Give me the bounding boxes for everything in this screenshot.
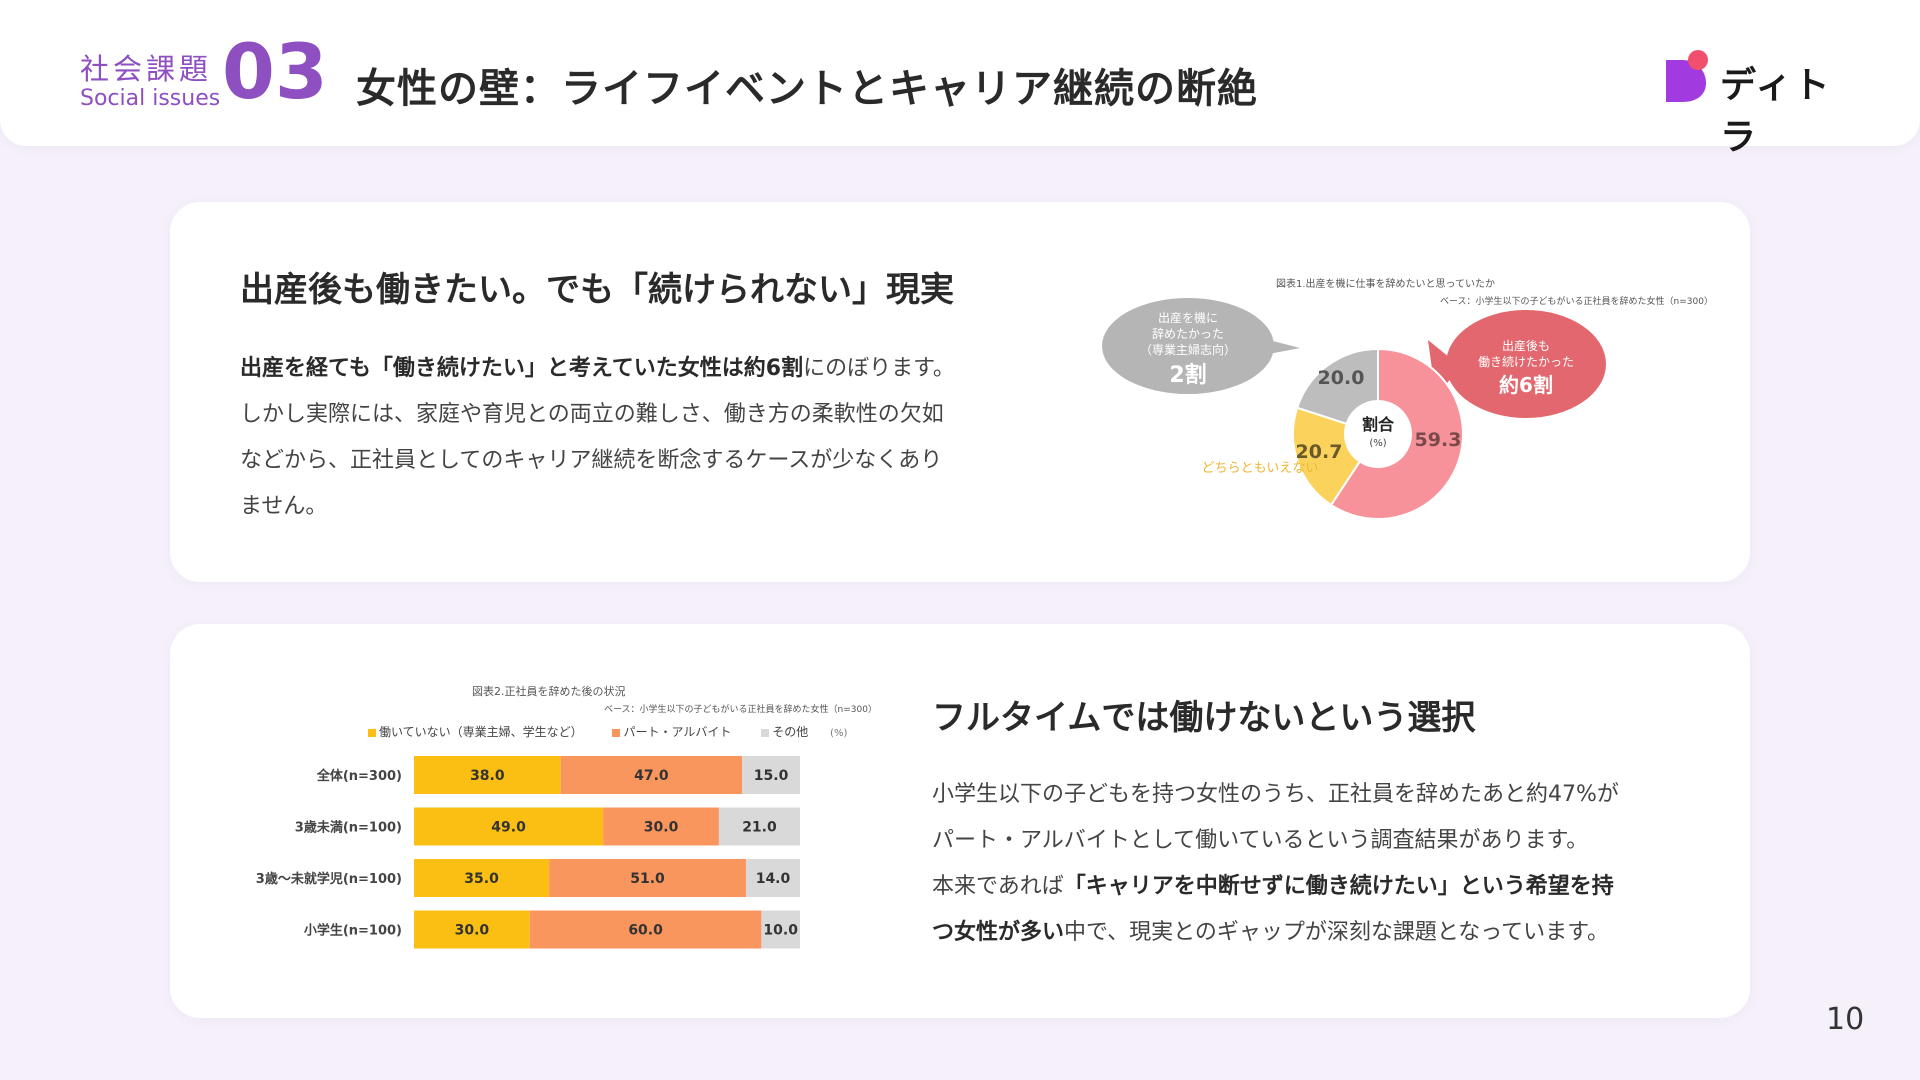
- bar-value-label: 35.0: [464, 871, 499, 887]
- card1-heading: 出産後も働きたい。でも「続けられない」現実: [240, 270, 954, 310]
- section-label-jp: 社会課題: [80, 52, 213, 86]
- card1-para-bold: 出産を経ても「働き続けたい」と考えていた女性は約6割: [240, 356, 804, 381]
- bar-value-label: 21.0: [742, 820, 777, 836]
- chart2-title: 図表2.正社員を辞めた後の状況: [472, 685, 626, 698]
- donut-value-label-1: 59.3: [1415, 429, 1462, 451]
- legend-item-other: その他: [761, 725, 808, 739]
- left-bubble-big: 2割: [1169, 362, 1206, 388]
- donut-center-label: 割合: [1362, 415, 1395, 434]
- left-bubble: 出産を機に 辞めたかった （専業主婦志向） 2割: [1102, 298, 1300, 394]
- legend-swatch-part-time: [612, 728, 621, 737]
- card2-para-line2: パート・アルバイトとして働いているという調査結果があります。: [932, 828, 1589, 853]
- donut-chart: 出産を機に 辞めたかった （専業主婦志向） 2割 出産後も 働き続けたかった 約…: [1102, 298, 1606, 520]
- neutral-label: どちらともいえない: [1202, 461, 1319, 476]
- card2-para-line3-bold: 「キャリアを中断せずに働き続けたい」という希望を持: [1063, 874, 1614, 899]
- left-bubble-line-2: 辞めたかった: [1152, 326, 1224, 341]
- bar-segment: [560, 756, 743, 794]
- card2-para-line3-pre: 本来であれば: [932, 874, 1064, 899]
- bar-segment: [414, 859, 550, 897]
- left-bubble-line-3: （専業主婦志向）: [1140, 342, 1236, 357]
- page-header: 社会課題 Social issues 03 女性の壁：ライフイベントとキャリア継…: [0, 0, 1920, 158]
- chart1-title: 図表1.出産を機に仕事を辞めたいと思っていたか: [1276, 279, 1496, 290]
- bar-value-label: 30.0: [644, 820, 679, 836]
- card1-paragraph: 出産を経ても「働き続けたい」と考えていた女性は約6割にのぼります。 しかし実際に…: [240, 346, 1040, 530]
- bar-value-label: 30.0: [455, 923, 490, 939]
- card2-paragraph: 小学生以下の子どもを持つ女性のうち、正社員を辞めたあと約47%が パート・アルバ…: [932, 772, 1712, 956]
- bar-value-label: 10.0: [763, 923, 798, 939]
- bar-category-label: 全体(n=300): [316, 768, 402, 784]
- donut-hole: [1345, 401, 1411, 467]
- donut-value-label-3: 20.0: [1318, 367, 1365, 389]
- card2-para-line1: 小学生以下の子どもを持つ女性のうち、正社員を辞めたあと約47%が: [932, 782, 1619, 807]
- bar-value-label: 47.0: [634, 768, 669, 784]
- right-bubble-line-1: 出産後も: [1502, 338, 1550, 353]
- bar-segment: [603, 807, 719, 846]
- bar-segment: [549, 859, 746, 897]
- legend-label-other: その他: [772, 725, 809, 739]
- card1-para-rest: にのぼります。: [803, 356, 955, 381]
- stacked-bar-chart: 全体(n=300) 38.0 47.0 15.0 3歳未満(n=100) 49.0 30.0…: [256, 756, 800, 949]
- bar-segment: [414, 807, 604, 846]
- bar-value-label: 49.0: [491, 820, 526, 836]
- bar-value-label: 60.0: [628, 923, 663, 939]
- legend-label-part-time: パート・アルバイト: [623, 725, 732, 739]
- right-bubble-big: 約6割: [1499, 373, 1553, 397]
- bar-segment: [761, 910, 800, 949]
- chart1-base-note: ベース：小学生以下の子どもがいる正社員を辞めた女性（n=300）: [1440, 297, 1713, 307]
- bar-segment: [745, 859, 800, 897]
- card1-para-line2: しかし実際には、家庭や育児との両立の難しさ、働き方の柔軟性の欠如: [240, 402, 944, 427]
- right-bubble-line-2: 働き続けたかった: [1478, 355, 1574, 369]
- card2-para-line4-bold: つ女性が多い: [932, 920, 1065, 945]
- page-title: 女性の壁：ライフイベントとキャリア継続の断絶: [356, 66, 1258, 112]
- section-label-en: Social issues: [80, 86, 221, 111]
- bar-segment: [414, 756, 561, 794]
- logo-text: ディトラ: [1720, 65, 1832, 158]
- card2-para-line4-rest: 中で、現実とのギャップが深刻な課題となっています。: [1064, 920, 1609, 945]
- chart2-legend: 働いていない（専業主婦、学生など） パート・アルバイト その他 (%): [368, 723, 847, 740]
- bar-value-label: 14.0: [756, 871, 791, 887]
- legend-unit: (%): [830, 728, 848, 739]
- brand-logo: ディトラ: [1664, 50, 1864, 158]
- legend-swatch-other: [761, 728, 770, 737]
- bar-category-label: 3歳未満(n=100): [295, 820, 402, 836]
- bar-segment: [718, 807, 800, 846]
- chart2-base-note: ベース：小学生以下の子どもがいる正社員を辞めた女性（n=300）: [604, 705, 877, 715]
- bar-category-label: 小学生(n=100): [304, 923, 402, 939]
- card1-para-line3: などから、正社員としてのキャリア継続を断念するケースが少なくあり: [240, 448, 943, 473]
- bar-value-label: 15.0: [754, 768, 789, 784]
- bar-segment: [742, 756, 800, 794]
- donut-center-unit: (%): [1369, 438, 1386, 449]
- page-number: 10: [1826, 1002, 1865, 1037]
- bar-segment: [529, 910, 762, 949]
- right-bubble: 出産後も 働き続けたかった 約6割: [1428, 310, 1606, 418]
- logo-mark-icon: [1666, 50, 1708, 102]
- donut-slice-2: [1292, 406, 1362, 507]
- bar-category-label: 3歳～未就学児(n=100): [256, 871, 402, 887]
- card2-heading: フルタイムでは働けないという選択: [932, 698, 1476, 738]
- donut-value-label-2: 20.7: [1296, 441, 1343, 463]
- legend-item-not-working: 働いていない（専業主婦、学生など）: [368, 725, 583, 739]
- legend-item-part-time: パート・アルバイト: [612, 725, 731, 739]
- card1-para-line4: ません。: [240, 494, 328, 519]
- legend-swatch-not-working: [368, 728, 376, 737]
- bar-segment: [414, 910, 530, 949]
- bar-value-label: 51.0: [630, 871, 665, 887]
- bar-value-label: 38.0: [470, 768, 505, 784]
- left-bubble-line-1: 出産を機に: [1158, 310, 1218, 325]
- legend-label-not-working: 働いていない（専業主婦、学生など）: [379, 725, 583, 739]
- section-number: 03: [222, 27, 328, 116]
